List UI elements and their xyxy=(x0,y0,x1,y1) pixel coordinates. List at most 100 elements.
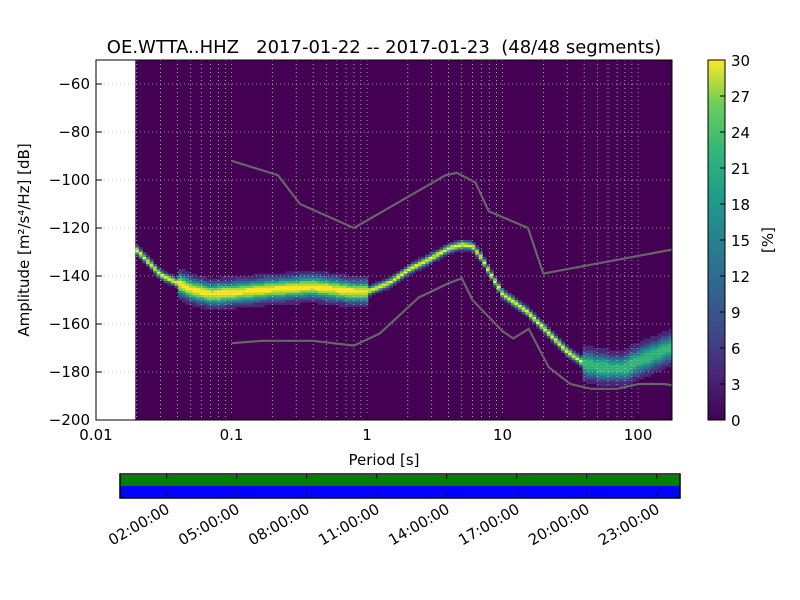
pdf-cell xyxy=(167,276,172,279)
pdf-cell xyxy=(156,271,161,274)
pdf-cell xyxy=(629,364,634,368)
pdf-cell xyxy=(421,266,426,269)
pdf-cell xyxy=(582,376,587,380)
pdf-cell xyxy=(489,271,494,274)
pdf-cell xyxy=(417,256,423,260)
pdf-cell xyxy=(299,280,304,284)
pdf-cell xyxy=(421,259,426,262)
pdf-cell xyxy=(646,367,652,370)
pdf-cell xyxy=(231,304,236,308)
pdf-cell xyxy=(314,273,319,277)
pdf-cell xyxy=(518,307,523,310)
pdf-cell xyxy=(546,328,551,332)
pdf-cell xyxy=(632,376,637,380)
pdf-cell xyxy=(303,290,308,293)
pdf-cell xyxy=(614,369,619,373)
pdf-cell xyxy=(485,264,491,267)
pdf-cell xyxy=(188,302,194,305)
pdf-cell xyxy=(188,276,194,279)
pdf-cell xyxy=(443,252,448,255)
x-tick-label: 1 xyxy=(362,426,372,444)
pdf-cell xyxy=(188,297,194,301)
pdf-cell xyxy=(196,304,201,308)
pdf-cell xyxy=(546,333,551,337)
pdf-cell xyxy=(496,290,501,293)
pdf-cell xyxy=(518,302,523,305)
pdf-cell xyxy=(274,300,279,303)
pdf-cell xyxy=(264,297,269,301)
pdf-cell xyxy=(242,297,247,301)
pdf-cell xyxy=(571,350,576,353)
pdf-cell xyxy=(396,273,401,277)
pdf-cell xyxy=(178,273,183,277)
pdf-cell xyxy=(657,357,662,361)
pdf-cell xyxy=(235,280,240,284)
pdf-cell xyxy=(593,381,598,385)
pdf-cell xyxy=(221,285,226,289)
pdf-cell xyxy=(235,285,240,289)
pdf-cell xyxy=(317,271,322,274)
pdf-cell xyxy=(475,252,480,255)
pdf-cell xyxy=(582,362,587,365)
pdf-cell xyxy=(553,340,559,344)
pdf-cell xyxy=(199,304,204,308)
data-coverage-bar xyxy=(120,475,680,486)
pdf-cell xyxy=(629,360,634,363)
pdf-cell xyxy=(657,360,662,363)
pdf-cell xyxy=(135,252,140,255)
pdf-cell xyxy=(604,348,609,351)
pdf-cell xyxy=(536,319,541,322)
pdf-cell xyxy=(199,285,204,289)
pdf-cell xyxy=(260,297,265,301)
pdf-cell xyxy=(460,242,465,245)
pdf-cell xyxy=(349,302,355,305)
pdf-cell xyxy=(357,276,362,279)
pdf-cell xyxy=(289,273,294,277)
pdf-cell xyxy=(249,300,254,303)
pdf-cell xyxy=(178,268,183,272)
pdf-cell xyxy=(586,350,591,353)
pdf-cell xyxy=(317,285,322,289)
pdf-cell xyxy=(260,278,265,281)
pdf-cell xyxy=(256,273,262,277)
pdf-cell xyxy=(575,360,580,363)
colorbar-ticks: 0 3 6 9 12 15 18 21 24 27 30 xyxy=(720,52,750,430)
pdf-cell xyxy=(646,369,652,373)
pdf-cell xyxy=(661,362,666,365)
pdf-cell xyxy=(282,295,287,298)
pdf-cell xyxy=(364,292,369,296)
pdf-cell xyxy=(296,278,301,281)
pdf-cell xyxy=(303,276,308,279)
pdf-cell xyxy=(507,297,512,301)
pdf-cell xyxy=(392,273,397,277)
pdf-cell xyxy=(654,355,659,358)
pdf-cell xyxy=(636,352,641,356)
pdf-cell xyxy=(539,324,544,327)
pdf-cell xyxy=(349,278,355,281)
pdf-cell xyxy=(668,328,672,332)
pdf-cell xyxy=(317,297,322,301)
pdf-cell xyxy=(471,247,476,250)
pdf-cell xyxy=(575,362,580,365)
pdf-cell xyxy=(611,352,616,356)
pdf-cell xyxy=(450,244,455,248)
pdf-cell xyxy=(210,295,215,298)
pdf-cell xyxy=(589,381,594,385)
pdf-cell xyxy=(664,357,669,361)
pdf-cell xyxy=(335,285,340,289)
pdf-cell xyxy=(332,292,337,296)
pdf-cell xyxy=(307,292,312,296)
x-tick-label: 0.01 xyxy=(79,426,112,444)
pdf-cell xyxy=(478,249,483,253)
pdf-cell xyxy=(614,372,619,375)
pdf-cell xyxy=(346,280,351,284)
pdf-cell xyxy=(525,309,530,313)
pdf-cell xyxy=(378,290,383,293)
pdf-cell xyxy=(646,364,652,368)
pdf-cell xyxy=(604,374,609,377)
pdf-cell xyxy=(596,372,601,375)
pdf-cell xyxy=(532,321,537,325)
pdf-cell xyxy=(357,285,362,289)
pdf-cell xyxy=(632,343,637,346)
pdf-cell xyxy=(296,285,301,289)
